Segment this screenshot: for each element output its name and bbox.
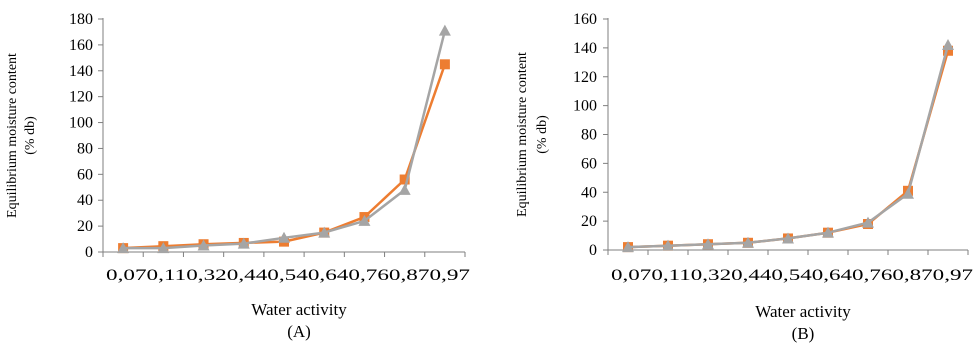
y-tick-label: 180: [69, 11, 93, 28]
y-axis-label-unit: (% db): [535, 115, 550, 154]
series-1-point: [943, 45, 953, 56]
y-axis-label: Equilibrium moisture content: [515, 52, 530, 217]
series-line-1: [123, 63, 447, 250]
y-tick-label: 100: [69, 115, 93, 132]
series-2-point: [702, 238, 714, 250]
series-2-point: [942, 38, 954, 50]
series-2-point: [742, 236, 754, 248]
y-tick-label: 60: [581, 155, 597, 172]
series-line-2: [123, 30, 447, 250]
y-tick-label: 40: [581, 184, 597, 201]
y-tick-label: 20: [581, 213, 597, 230]
series-2-point: [398, 183, 411, 195]
y-tick-label: 160: [573, 11, 597, 28]
y-tick-label: 0: [85, 244, 93, 261]
y-tick-label: 60: [77, 166, 93, 183]
panel-label: (B): [792, 324, 815, 343]
y-tick-label: 120: [573, 69, 597, 86]
series-1-point: [439, 59, 450, 70]
panel-label: (A): [287, 322, 311, 341]
x-tick-labels: 0,070,110,320,440,540,640,760,870,97: [611, 267, 973, 284]
series-2-point: [438, 24, 451, 36]
y-tick-label: 160: [69, 37, 93, 54]
series-2-point: [358, 214, 371, 226]
y-tick-label: 140: [573, 40, 597, 57]
series-1-point: [399, 174, 410, 185]
x-axis-label: Water activity: [251, 300, 347, 319]
series-2-point: [822, 226, 834, 238]
y-axis-label-unit: (% db): [23, 116, 38, 155]
series-2-point: [237, 237, 250, 249]
chart-a: 0 20 40 60 80 100 120 140 160 180 0,070,110,320,44…: [5, 11, 470, 341]
series-line-1: [627, 50, 950, 249]
y-tick-label: 120: [69, 89, 93, 106]
chart-b: 0 20 40 60 80 100 120 140 160 0,070,110,320,440,5…: [515, 11, 973, 343]
y-tick-label: 140: [69, 63, 93, 80]
series-2-point: [862, 216, 874, 228]
series-2-point: [318, 226, 331, 238]
series-2-point: [117, 242, 130, 254]
x-axis-label: Water activity: [755, 302, 851, 321]
series-2-point: [157, 242, 170, 254]
y-tick-label: 80: [581, 127, 597, 144]
y-tick-label: 0: [589, 242, 597, 259]
x-tick-labels: 0,070,110,320,440,540,640,760,870,97: [106, 267, 470, 284]
y-tick-label: 80: [77, 140, 93, 157]
y-axis-label: Equilibrium moisture content: [5, 53, 20, 218]
series-line-2: [627, 44, 950, 249]
series-2-point: [622, 241, 634, 253]
y-tick-label: 20: [77, 218, 93, 235]
series-2-point: [902, 187, 914, 199]
series-2-point: [782, 232, 794, 244]
y-tick-label: 100: [573, 98, 597, 115]
series-2-point: [278, 231, 290, 243]
series-2-point: [662, 239, 674, 251]
series-2-point: [197, 239, 210, 251]
y-tick-label: 40: [77, 192, 93, 209]
